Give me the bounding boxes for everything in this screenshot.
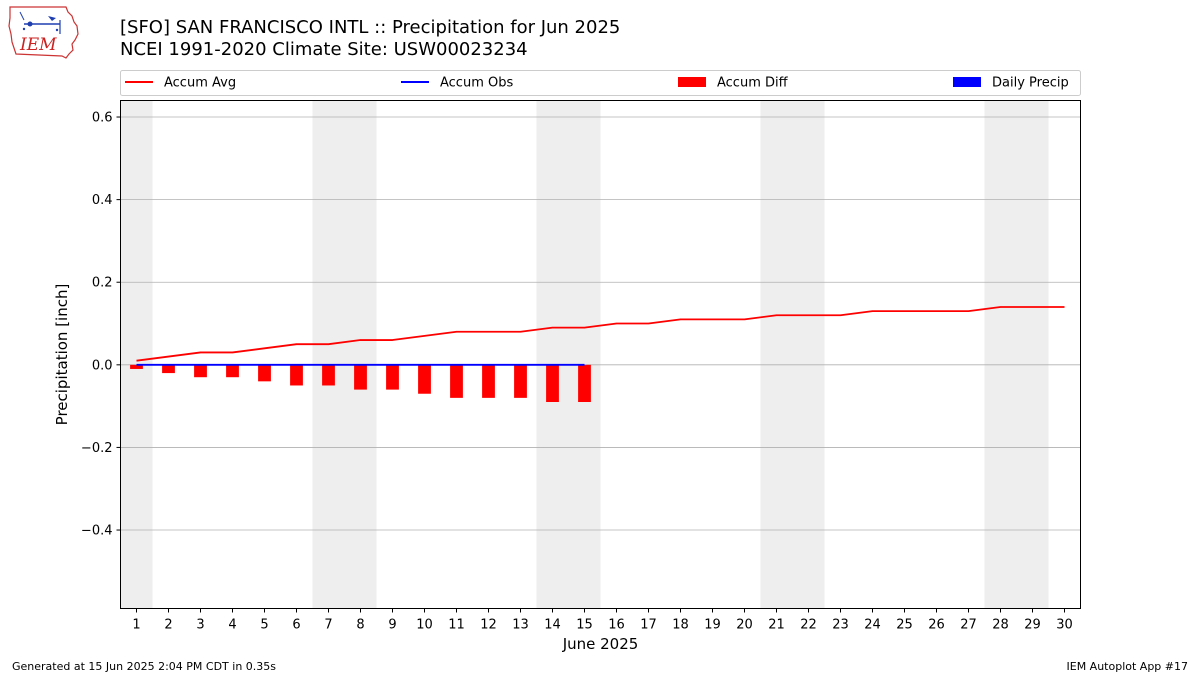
weekend-band-7	[312, 100, 345, 609]
bar-accum-diff-8	[354, 364, 367, 390]
x-tick-label: 5	[260, 618, 268, 633]
x-axis-label: June 2025	[562, 635, 639, 653]
chart-title: [SFO] SAN FRANCISCO INTL :: Precipitatio…	[120, 17, 621, 38]
y-tick-label: 0.4	[92, 193, 113, 208]
weekend-band-22	[792, 100, 825, 609]
x-tick-label: 30	[1056, 618, 1073, 633]
x-tick-label: 29	[1024, 618, 1041, 633]
x-tick-label: 7	[324, 618, 332, 633]
weekend-band-15	[568, 100, 601, 609]
x-tick-label: 16	[608, 618, 625, 633]
x-tick-label: 8	[356, 618, 364, 633]
bar-accum-diff-4	[226, 364, 239, 378]
bar-accum-diff-3	[194, 364, 207, 378]
x-tick-label: 6	[292, 618, 300, 633]
bar-accum-diff-11	[450, 364, 463, 398]
series-accum-avg	[136, 306, 1065, 362]
bar-accum-diff-10	[418, 364, 431, 394]
legend-box	[120, 70, 1081, 96]
bar-accum-diff-14	[546, 364, 559, 402]
x-tick-label: 21	[768, 618, 785, 633]
x-tick-label: 28	[992, 618, 1009, 633]
x-tick-label: 24	[864, 618, 881, 633]
x-tick-label: 15	[576, 618, 593, 633]
weekend-band-1	[120, 100, 153, 609]
weekend-band-28	[984, 100, 1017, 609]
x-tick-label: 2	[164, 618, 172, 633]
bar-accum-diff-15	[578, 364, 591, 402]
iem-logo-icon: IEM	[8, 6, 79, 59]
bar-accum-diff-2	[162, 364, 175, 374]
x-tick-label: 19	[704, 618, 721, 633]
x-tick-label: 18	[672, 618, 689, 633]
x-tick-label: 3	[196, 618, 204, 633]
legend-label-accum-avg: Accum Avg	[164, 76, 236, 91]
bar-accum-diff-9	[386, 364, 399, 390]
weekend-band-29	[1016, 100, 1049, 609]
y-tick-label: 0.2	[92, 276, 113, 291]
x-tick-label: 1	[132, 618, 140, 633]
x-tick-label: 14	[544, 618, 561, 633]
generated-timestamp: Generated at 15 Jun 2025 2:04 PM CDT in …	[12, 660, 277, 673]
legend-label-accum-diff: Accum Diff	[717, 76, 789, 91]
bar-accum-diff-1	[130, 364, 143, 369]
weekend-band-8	[344, 100, 377, 609]
y-axis-label: Precipitation [inch]	[53, 284, 71, 426]
x-tick-label: 4	[228, 618, 236, 633]
weekend-band-21	[760, 100, 793, 609]
y-tick-label: 0.0	[92, 358, 113, 373]
y-tick-label: −0.4	[81, 524, 113, 539]
app-credit: IEM Autoplot App #17	[1066, 660, 1189, 673]
legend-swatch-accum-diff	[678, 77, 706, 87]
chart-subtitle: NCEI 1991-2020 Climate Site: USW00023234	[120, 39, 528, 60]
x-tick-label: 11	[448, 618, 465, 633]
legend-swatch-daily-precip	[953, 77, 981, 87]
legend-label-accum-obs: Accum Obs	[440, 76, 513, 91]
x-tick-label: 9	[388, 618, 396, 633]
x-tick-label: 13	[512, 618, 529, 633]
weekend-band-14	[536, 100, 569, 609]
x-tick-label: 26	[928, 618, 945, 633]
bar-accum-diff-5	[258, 364, 271, 382]
x-tick-label: 12	[480, 618, 497, 633]
plot-frame	[120, 100, 1081, 609]
x-tick-label: 25	[896, 618, 913, 633]
y-tick-label: 0.6	[92, 111, 113, 126]
bar-accum-diff-6	[290, 364, 303, 386]
bar-accum-diff-7	[322, 364, 335, 386]
x-tick-label: 27	[960, 618, 977, 633]
x-tick-label: 10	[416, 618, 433, 633]
bar-accum-diff-13	[514, 364, 527, 398]
x-tick-label: 17	[640, 618, 657, 633]
bar-accum-diff-12	[482, 364, 495, 398]
x-tick-label: 23	[832, 618, 849, 633]
x-tick-label: 22	[800, 618, 817, 633]
y-tick-label: −0.2	[81, 441, 113, 456]
iem-logo-text: IEM	[19, 35, 57, 55]
x-tick-label: 20	[736, 618, 753, 633]
legend-label-daily-precip: Daily Precip	[992, 76, 1069, 91]
